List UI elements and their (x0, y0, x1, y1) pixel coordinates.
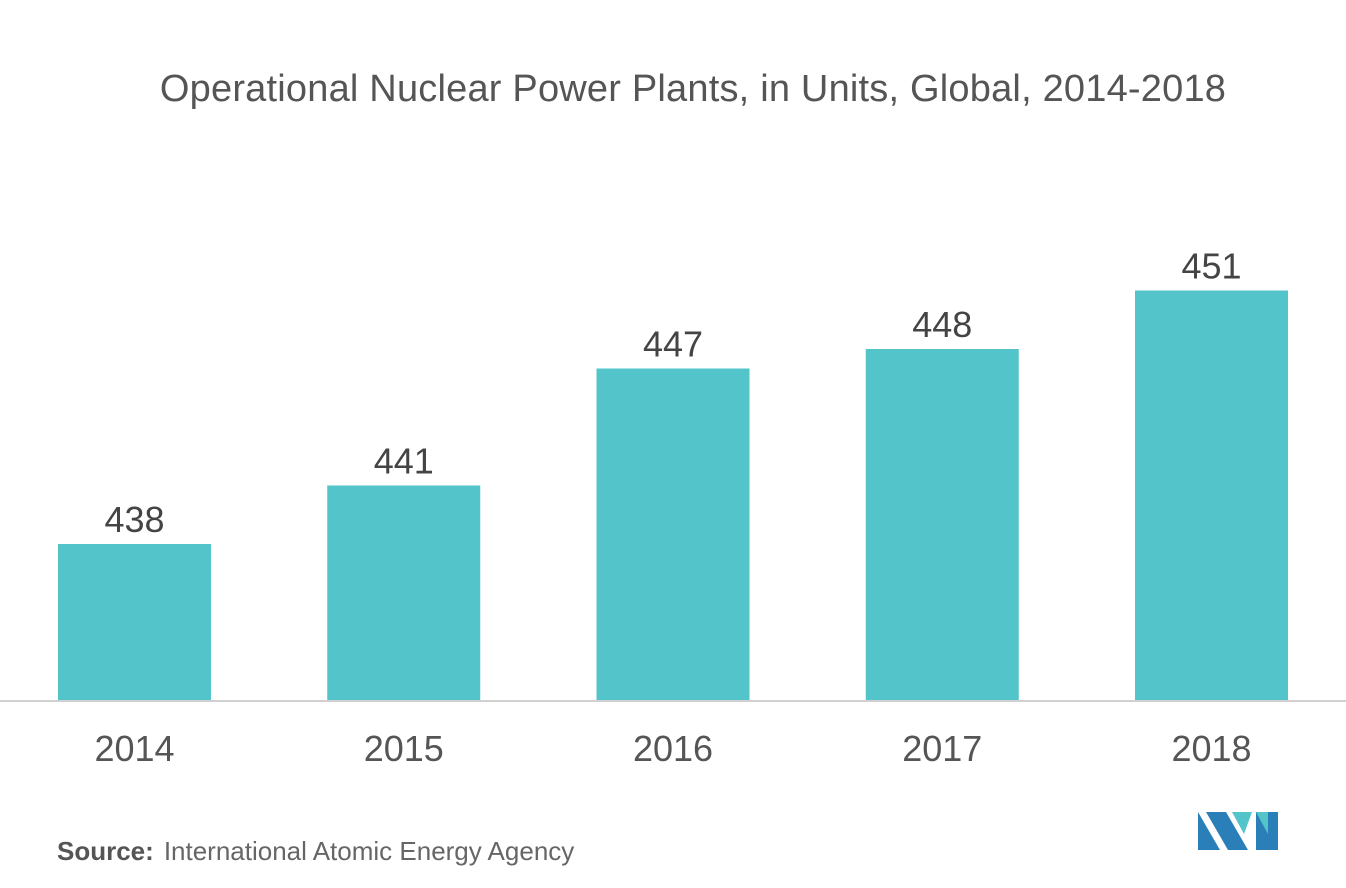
value-label-2016: 447 (643, 324, 703, 365)
logo-left-shape (1198, 812, 1220, 850)
bar-2016 (596, 368, 750, 700)
publisher-logo-icon (1198, 812, 1278, 850)
x-tick-label-2017: 2017 (902, 728, 982, 769)
value-labels-layer: 438 441 447 448 451 (104, 246, 1241, 541)
x-tick-label-2015: 2015 (364, 728, 444, 769)
tick-labels-layer: 2014 2015 2016 2017 2018 (94, 728, 1251, 769)
x-tick-label-2016: 2016 (633, 728, 713, 769)
value-label-2017: 448 (912, 304, 972, 345)
source-text: International Atomic Energy Agency (163, 836, 575, 866)
logo-mid-shape (1206, 812, 1248, 850)
source-label: Source: (57, 836, 154, 866)
value-label-2018: 451 (1181, 246, 1241, 287)
bar-2017 (865, 349, 1019, 700)
value-label-2014: 438 (104, 499, 164, 540)
logo-right-accent (1256, 812, 1268, 834)
value-label-2015: 441 (374, 441, 434, 482)
bar-2018 (1135, 290, 1288, 700)
x-tick-label-2014: 2014 (94, 728, 174, 769)
logo-accent-shape (1232, 812, 1252, 834)
source-note: Source: International Atomic Energy Agenc… (57, 836, 574, 867)
chart-title: Operational Nuclear Power Plants, in Uni… (159, 68, 1227, 110)
bars-layer (58, 290, 1288, 700)
bar-2014 (58, 544, 211, 700)
x-tick-label-2018: 2018 (1171, 728, 1251, 769)
bar-2015 (327, 485, 481, 700)
bar-chart: 438 441 447 448 451 2014 2015 2016 2017 2018 (0, 246, 1346, 769)
